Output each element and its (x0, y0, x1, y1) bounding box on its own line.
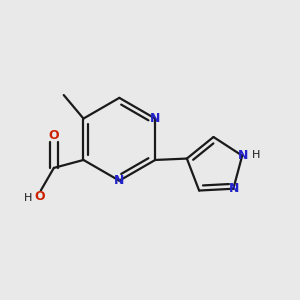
Text: H: H (251, 150, 260, 160)
Text: O: O (34, 190, 45, 203)
Text: H: H (24, 193, 33, 203)
Text: N: N (150, 112, 160, 125)
Text: O: O (49, 129, 59, 142)
Text: N: N (114, 174, 124, 187)
Text: N: N (229, 182, 239, 195)
Text: N: N (238, 149, 248, 162)
